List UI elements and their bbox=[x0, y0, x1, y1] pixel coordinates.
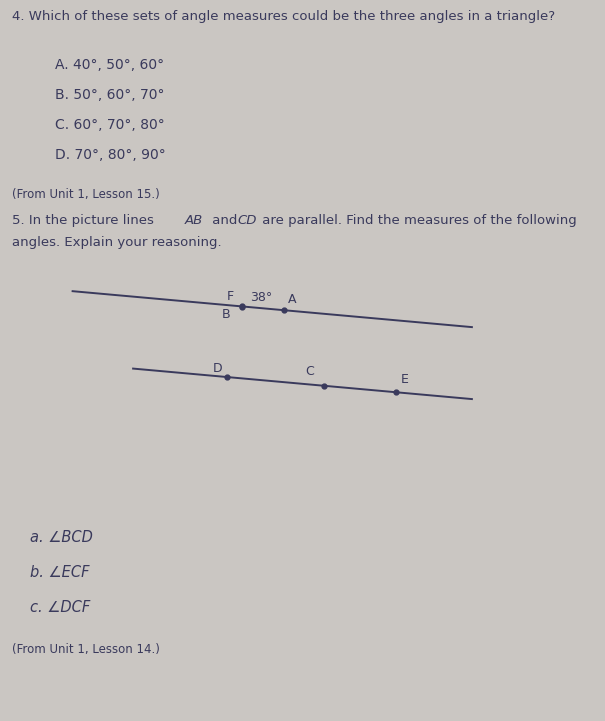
Text: D: D bbox=[213, 362, 223, 375]
Text: AB: AB bbox=[185, 214, 203, 227]
Text: B: B bbox=[221, 309, 230, 322]
Text: C: C bbox=[305, 365, 313, 378]
Text: a. ∠BCD: a. ∠BCD bbox=[30, 530, 93, 545]
Text: 38°: 38° bbox=[250, 291, 272, 304]
Text: F: F bbox=[227, 290, 234, 303]
Text: D. 70°, 80°, 90°: D. 70°, 80°, 90° bbox=[55, 148, 166, 162]
Text: b. ∠ECF: b. ∠ECF bbox=[30, 565, 90, 580]
Text: angles. Explain your reasoning.: angles. Explain your reasoning. bbox=[12, 236, 221, 249]
Text: B. 50°, 60°, 70°: B. 50°, 60°, 70° bbox=[55, 88, 165, 102]
Text: CD: CD bbox=[237, 214, 257, 227]
Text: 4. Which of these sets of angle measures could be the three angles in a triangle: 4. Which of these sets of angle measures… bbox=[12, 10, 555, 23]
Text: E: E bbox=[401, 373, 408, 386]
Text: c. ∠DCF: c. ∠DCF bbox=[30, 600, 90, 615]
Text: C. 60°, 70°, 80°: C. 60°, 70°, 80° bbox=[55, 118, 165, 132]
Text: and: and bbox=[208, 214, 241, 227]
Text: A: A bbox=[289, 293, 297, 306]
Text: A. 40°, 50°, 60°: A. 40°, 50°, 60° bbox=[55, 58, 164, 72]
Text: (From Unit 1, Lesson 15.): (From Unit 1, Lesson 15.) bbox=[12, 188, 160, 201]
Text: 5. In the picture lines: 5. In the picture lines bbox=[12, 214, 158, 227]
Text: are parallel. Find the measures of the following: are parallel. Find the measures of the f… bbox=[258, 214, 577, 227]
Text: (From Unit 1, Lesson 14.): (From Unit 1, Lesson 14.) bbox=[12, 643, 160, 656]
